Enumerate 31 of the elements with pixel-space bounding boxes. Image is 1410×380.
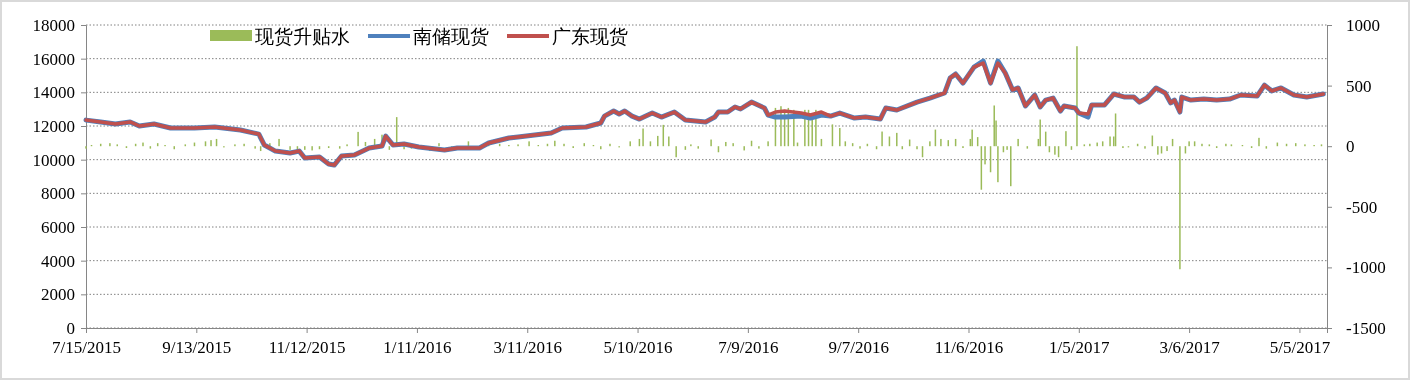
x-tick-label: 1/11/2016 — [383, 338, 452, 358]
x-tick-label: 5/5/2017 — [1269, 338, 1331, 358]
x-tick-label: 11/6/2016 — [934, 338, 1004, 358]
x-tick-label: 11/12/2015 — [268, 338, 346, 358]
y-tick-label: 14000 — [32, 83, 75, 103]
y-tick-label: 10000 — [32, 150, 75, 170]
y2-tick-label: -1500 — [1346, 318, 1386, 338]
legend-label: 广东现货 — [552, 25, 628, 47]
x-tick-label: 9/13/2015 — [162, 338, 232, 358]
y-tick-label: 12000 — [32, 116, 75, 136]
y2-tick-label: 1000 — [1346, 15, 1380, 35]
y-tick-label: 18000 — [32, 15, 75, 35]
y-tick-label: 16000 — [32, 49, 75, 69]
y2-tick-label: 0 — [1346, 137, 1355, 157]
x-tick-label: 7/9/2016 — [718, 338, 779, 358]
x-tick-label: 7/15/2015 — [52, 338, 121, 358]
x-tick-label: 9/7/2016 — [828, 338, 889, 358]
x-tick-label: 1/5/2017 — [1049, 338, 1111, 358]
y-tick-label: 6000 — [41, 217, 75, 237]
y2-tick-label: -1000 — [1346, 258, 1386, 278]
y-tick-label: 8000 — [41, 184, 75, 204]
y2-tick-label: 500 — [1346, 76, 1372, 96]
y2-tick-label: -500 — [1346, 197, 1378, 217]
y-tick-label: 4000 — [41, 251, 75, 271]
x-tick-label: 5/10/2016 — [603, 338, 673, 358]
legend-label: 现货升贴水 — [255, 25, 350, 47]
y-tick-label: 2000 — [41, 285, 75, 305]
x-tick-label: 3/6/2017 — [1159, 338, 1221, 358]
y-tick-label: 0 — [66, 318, 75, 338]
legend-label: 南储现货 — [413, 25, 489, 47]
x-tick-label: 3/11/2016 — [493, 338, 562, 358]
